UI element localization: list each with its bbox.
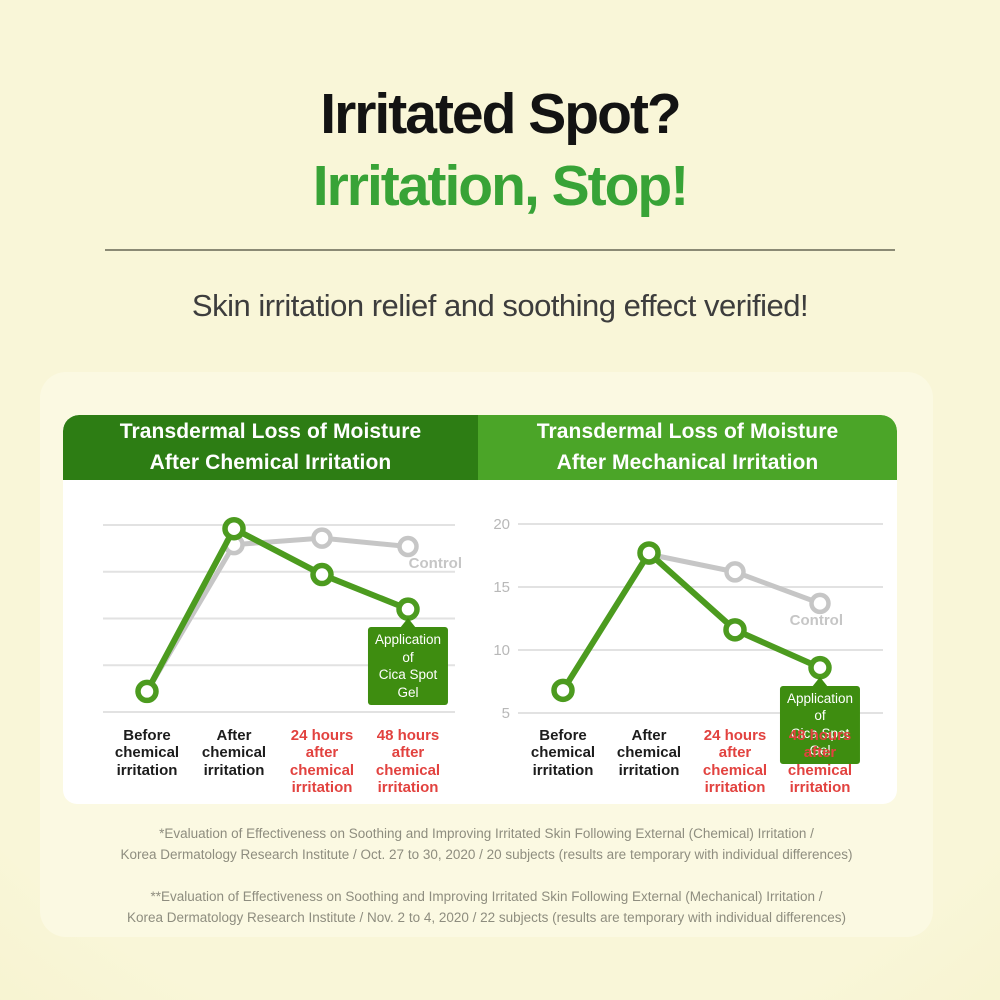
category-label: After chemical irritation (616, 727, 682, 779)
chart-headers: Transdermal Loss of Moisture After Chemi… (63, 415, 897, 480)
cica-gel-tooltip: Application of Cica Spot Gel (367, 618, 449, 706)
data-point (809, 592, 831, 615)
data-point (311, 527, 333, 549)
category-label: After chemical irritation (201, 727, 267, 779)
chart-chemical-header-line2: After Chemical Irritation (149, 450, 392, 474)
category-label: 48 hours after chemical irritation (375, 727, 441, 796)
footnote-chemical: *Evaluation of Effectiveness on Soothing… (120, 826, 853, 862)
data-point (808, 655, 832, 680)
category-label: 48 hours after chemical irritation (787, 727, 853, 796)
footnote-mechanical: **Evaluation of Effectiveness on Soothin… (126, 888, 847, 925)
charts-card: Transdermal Loss of Moisture After Chemi… (63, 415, 897, 804)
y-tick-label: 10 (493, 642, 510, 659)
chart-chemical-header: Transdermal Loss of Moisture After Chemi… (63, 415, 478, 480)
divider-line (105, 249, 895, 251)
category-label: Before chemical irritation (114, 727, 180, 779)
y-tick-label: 20 (493, 516, 510, 533)
data-point (135, 679, 159, 704)
subtitle-text: Skin irritation relief and soothing effe… (191, 288, 809, 323)
control-line (144, 535, 411, 694)
chart-svg: Control (103, 516, 462, 713)
chart-chemical: Control Application of Cica Spot Gel Befor… (95, 500, 480, 805)
data-point (551, 678, 575, 703)
chart-mechanical-header-line2: After Mechanical Irritation (556, 450, 819, 474)
control-label: Control (409, 555, 462, 572)
chart-mechanical: 20 15 10 5 Control Application of Cica Spot G… (480, 500, 900, 805)
data-point (723, 618, 747, 642)
headline-line2: Irritation, Stop! (312, 154, 689, 218)
data-point (222, 516, 246, 541)
y-tick-label: 5 (502, 705, 510, 722)
category-label: 24 hours after chemical irritation (289, 727, 355, 796)
chart-mechanical-header-line1: Transdermal Loss of Moisture (536, 420, 839, 444)
data-point (310, 562, 334, 587)
footnotes: *Evaluation of Effectiveness on Soothing… (40, 824, 933, 950)
cica-gel-line (560, 549, 823, 694)
cica-gel-tooltip: Application of Cica Spot Gel (779, 676, 861, 764)
chart-mechanical-header: Transdermal Loss of Moisture After Mecha… (478, 415, 897, 480)
results-panel: Transdermal Loss of Moisture After Chemi… (40, 372, 933, 937)
data-point (724, 561, 746, 583)
category-label: Before chemical irritation (530, 727, 596, 779)
y-tick-label: 15 (493, 579, 510, 596)
data-point (637, 541, 661, 565)
control-label: Control (790, 612, 843, 629)
headline-line1: Irritated Spot? (320, 82, 682, 146)
cica-gel-line (144, 525, 411, 695)
chart-chemical-header-line1: Transdermal Loss of Moisture (119, 420, 422, 444)
data-point (397, 535, 419, 558)
category-label: 24 hours after chemical irritation (702, 727, 768, 796)
data-point (396, 597, 420, 621)
